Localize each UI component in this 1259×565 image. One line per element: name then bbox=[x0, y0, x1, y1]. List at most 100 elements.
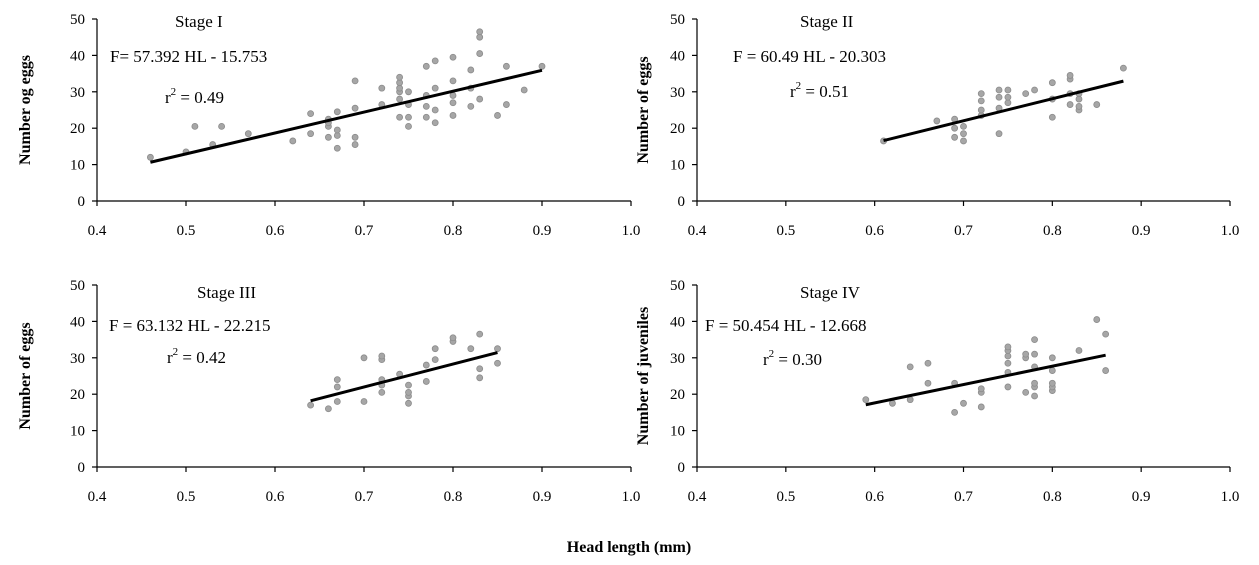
data-point bbox=[431, 345, 439, 353]
x-tick-label: 0.6 bbox=[865, 489, 884, 505]
data-point bbox=[396, 73, 404, 81]
data-point bbox=[1048, 379, 1056, 387]
y-axis-label: Number of eggs bbox=[635, 56, 652, 163]
data-point bbox=[494, 359, 501, 367]
x-tick-label: 0.5 bbox=[177, 223, 196, 239]
y-tick-label: 30 bbox=[70, 351, 85, 367]
data-point bbox=[431, 356, 439, 364]
panel-stage-1: 0 10 20 30 40 50 0.4 0.5 0.6 0.7 0.8 0.9 1.0 Number o… bbox=[17, 12, 640, 239]
data-point bbox=[1004, 343, 1012, 351]
data-point bbox=[467, 102, 475, 110]
y-tick-label: 20 bbox=[70, 387, 85, 403]
data-point bbox=[1022, 90, 1030, 98]
data-point bbox=[1066, 72, 1074, 79]
data-point bbox=[1004, 93, 1012, 101]
x-tick-label: 0.4 bbox=[88, 489, 107, 505]
data-point bbox=[378, 352, 386, 360]
data-point bbox=[449, 99, 457, 107]
data-point bbox=[977, 385, 985, 393]
stage-label: Stage II bbox=[800, 12, 854, 31]
data-point bbox=[431, 57, 439, 65]
regression-equation: F = 63.132 HL - 22.215 bbox=[109, 316, 270, 335]
x-tick-label: 0.6 bbox=[266, 223, 285, 239]
data-point bbox=[1120, 64, 1127, 72]
data-point bbox=[476, 365, 484, 373]
regression-line bbox=[865, 353, 1106, 407]
data-point bbox=[378, 84, 386, 92]
y-tick-label: 40 bbox=[70, 48, 85, 64]
data-point bbox=[146, 153, 154, 161]
data-point bbox=[307, 401, 315, 409]
data-point bbox=[924, 359, 932, 367]
data-point bbox=[977, 403, 985, 411]
data-point bbox=[396, 113, 404, 121]
x-tick-label: 0.8 bbox=[444, 223, 463, 239]
data-point bbox=[1031, 336, 1038, 344]
data-point bbox=[951, 408, 959, 416]
y-axis-label: Number og eggs bbox=[17, 55, 34, 165]
data-point bbox=[951, 133, 959, 141]
r-squared-label: r2 = 0.51 bbox=[790, 80, 849, 101]
data-point bbox=[1093, 316, 1101, 323]
data-point bbox=[333, 126, 341, 134]
data-point bbox=[476, 95, 484, 103]
data-point bbox=[1004, 359, 1012, 367]
x-tick-label: 0.7 bbox=[954, 223, 973, 239]
data-point bbox=[977, 97, 985, 105]
y-tick-label: 10 bbox=[670, 424, 685, 440]
r-squared-label: r2 = 0.30 bbox=[763, 348, 822, 369]
y-tick-label: 0 bbox=[78, 194, 86, 210]
data-point bbox=[960, 137, 967, 145]
data-point bbox=[467, 345, 475, 353]
data-point bbox=[360, 354, 368, 362]
data-point bbox=[906, 396, 914, 404]
data-point bbox=[449, 334, 457, 342]
data-point bbox=[476, 28, 484, 36]
y-tick-label: 10 bbox=[70, 158, 85, 174]
y-axis-label: Number of juveniles bbox=[635, 307, 652, 445]
regression-line bbox=[150, 68, 543, 164]
data-point bbox=[538, 62, 546, 70]
data-point bbox=[351, 133, 359, 141]
x-tick-label: 0.5 bbox=[776, 489, 795, 505]
data-point bbox=[1066, 101, 1074, 108]
data-point bbox=[1093, 101, 1101, 108]
y-tick-label: 40 bbox=[670, 48, 685, 64]
x-tick-label: 0.8 bbox=[1043, 223, 1062, 239]
data-point bbox=[995, 130, 1003, 138]
data-point bbox=[862, 396, 870, 404]
y-tick-label: 50 bbox=[670, 278, 685, 294]
y-tick-label: 10 bbox=[670, 158, 685, 174]
y-tick-label: 30 bbox=[670, 351, 685, 367]
data-point bbox=[476, 374, 484, 382]
stage-label: Stage III bbox=[197, 283, 256, 302]
data-point bbox=[1022, 388, 1030, 396]
data-point bbox=[244, 130, 252, 138]
data-point bbox=[960, 130, 967, 138]
data-point bbox=[431, 106, 439, 114]
data-point bbox=[995, 86, 1003, 94]
x-tick-label: 1.0 bbox=[622, 489, 641, 505]
data-point bbox=[422, 378, 430, 385]
data-point bbox=[360, 398, 368, 405]
data-point bbox=[405, 88, 412, 96]
x-tick-label: 1.0 bbox=[1221, 489, 1240, 505]
data-point bbox=[467, 66, 475, 74]
data-point bbox=[494, 112, 501, 119]
y-tick-label: 40 bbox=[70, 314, 85, 330]
data-point bbox=[1022, 350, 1030, 358]
data-point bbox=[333, 398, 341, 405]
panel-stage-4: 0 10 20 30 40 50 0.4 0.5 0.6 0.7 0.8 0.9 1.0 Number o… bbox=[635, 278, 1239, 505]
data-point bbox=[520, 86, 528, 94]
x-tick-label: 1.0 bbox=[622, 223, 641, 239]
x-tick-label: 0.7 bbox=[954, 489, 973, 505]
x-tick-label: 0.9 bbox=[1132, 489, 1151, 505]
data-point bbox=[502, 62, 510, 70]
data-point bbox=[1102, 367, 1110, 374]
data-point bbox=[307, 130, 315, 138]
data-point bbox=[422, 62, 430, 70]
regression-equation: F= 57.392 HL - 15.753 bbox=[110, 47, 267, 66]
data-point bbox=[307, 110, 315, 118]
data-point bbox=[422, 102, 430, 110]
data-point bbox=[431, 119, 439, 127]
